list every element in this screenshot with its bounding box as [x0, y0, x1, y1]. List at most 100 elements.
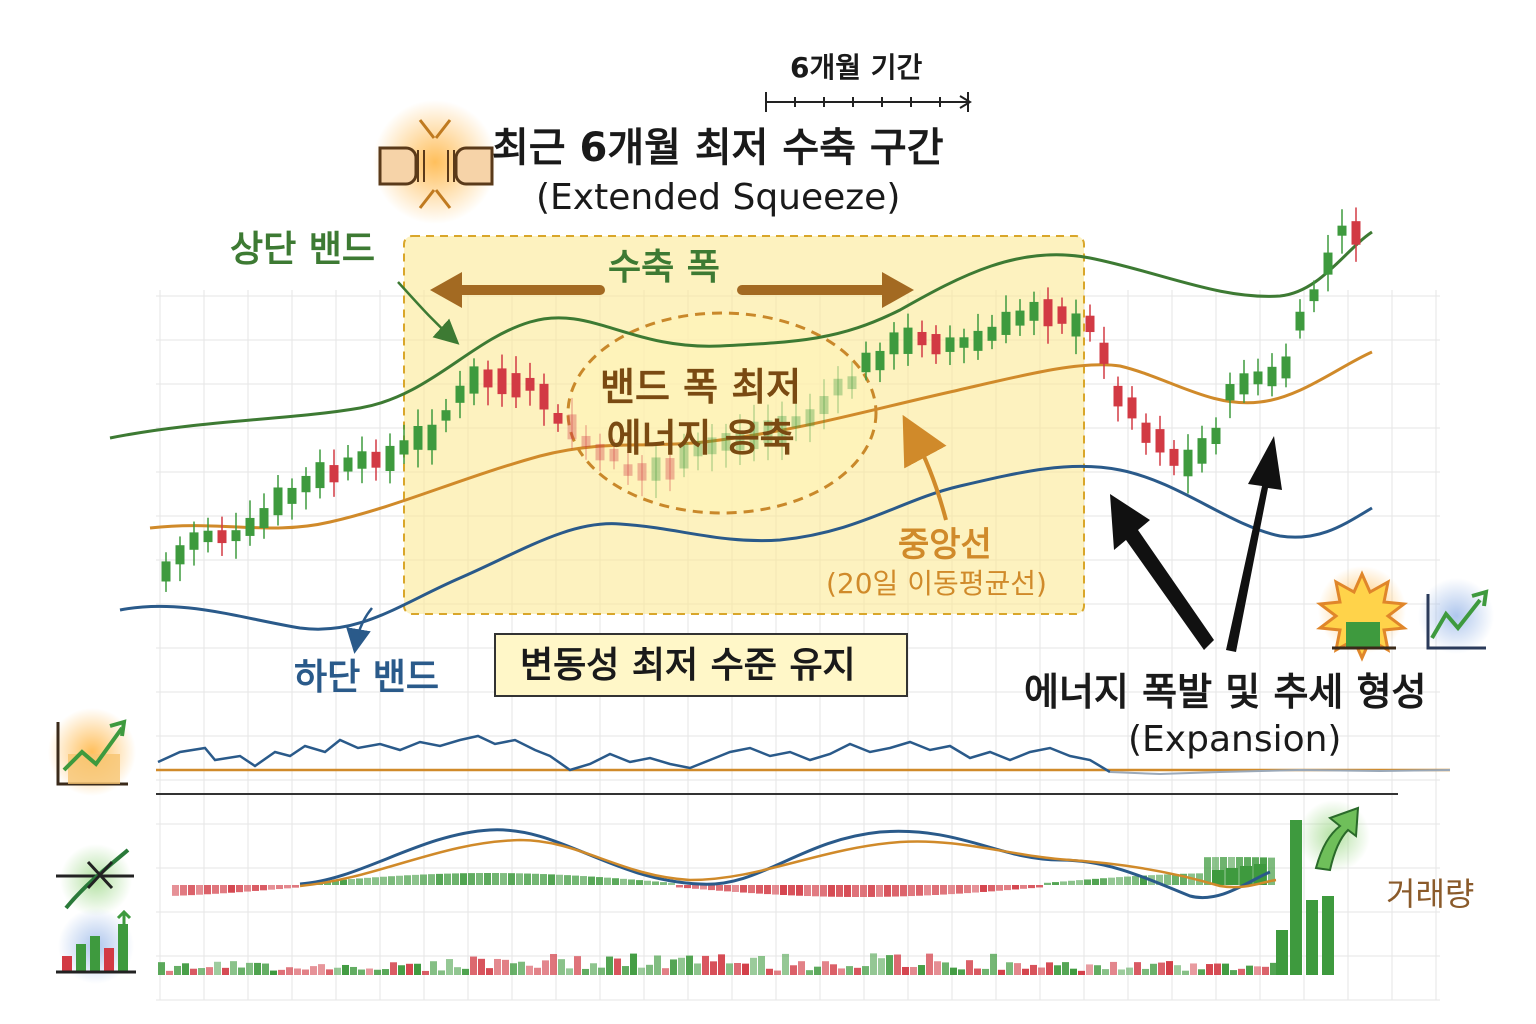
price-candles	[161, 207, 1361, 592]
volume-bar	[886, 955, 893, 975]
volume-bar	[830, 964, 837, 975]
volume-bar	[1126, 967, 1133, 975]
histogram-bar	[892, 885, 899, 897]
volume-label: 거래량	[1386, 875, 1475, 913]
candle	[161, 561, 171, 582]
histogram-bar	[748, 885, 755, 894]
histogram-bar	[580, 876, 587, 885]
candle	[217, 530, 227, 544]
volume-bar	[998, 969, 1005, 975]
volume-bar	[238, 967, 245, 975]
volume-bar	[1110, 961, 1117, 975]
histogram-bar	[436, 873, 443, 885]
histogram-bar	[452, 873, 459, 885]
histogram-bar	[764, 885, 771, 895]
volume-bar	[302, 969, 309, 975]
candle	[483, 369, 493, 388]
histogram-bar	[956, 885, 963, 894]
candle	[973, 330, 983, 351]
candle	[1183, 449, 1193, 477]
histogram-bar	[980, 885, 987, 892]
volume-bar	[622, 966, 629, 975]
histogram-bar	[172, 885, 179, 896]
histogram-bar	[1156, 874, 1163, 885]
volume-bar	[766, 968, 773, 975]
volume-bar	[478, 958, 485, 975]
energy-label-line1: 밴드 폭 최저	[600, 365, 802, 409]
volume-bar	[438, 970, 445, 975]
volume-bar	[1086, 964, 1093, 975]
volume-bar	[294, 968, 301, 975]
volume-bar	[918, 965, 925, 975]
histogram-bar	[1092, 878, 1099, 885]
lower-band-line	[119, 464, 1373, 631]
histogram-bar	[572, 875, 579, 885]
volume-bar	[166, 970, 173, 975]
volume-bar	[966, 960, 973, 975]
volatility-box	[494, 633, 908, 697]
volume-bar	[814, 966, 821, 975]
volume-bar	[574, 956, 581, 975]
histogram-bar	[1172, 874, 1179, 885]
candle	[1351, 221, 1361, 245]
volume-bar	[326, 969, 333, 975]
volume-bar	[894, 954, 901, 975]
histogram-bar	[940, 885, 947, 895]
histogram-bar	[740, 885, 747, 893]
volume-bar	[526, 965, 533, 975]
candle	[413, 425, 423, 450]
volume-bar	[518, 961, 525, 975]
volume-bar	[774, 970, 781, 975]
volume-bar	[1030, 964, 1037, 975]
volume-bar	[214, 961, 221, 975]
volume-bar	[246, 962, 253, 975]
volume-bar	[1238, 968, 1245, 975]
volume-bar	[1262, 966, 1269, 975]
histogram-bar	[916, 885, 923, 896]
volume-bar	[790, 965, 797, 975]
volume-bar	[430, 961, 437, 975]
histogram-bar	[668, 882, 675, 885]
histogram-bar	[268, 885, 275, 890]
histogram-bar	[380, 876, 387, 885]
volume-bar	[614, 958, 621, 975]
candle	[1211, 427, 1221, 445]
volume-bars	[158, 820, 1334, 975]
histogram-bar	[396, 875, 403, 885]
histogram-bar	[372, 877, 379, 885]
volume-bar	[1054, 965, 1061, 975]
volume-bar	[422, 970, 429, 975]
trend-up-icon	[1418, 578, 1494, 654]
candle	[497, 368, 507, 395]
candle	[231, 530, 241, 542]
volume-bar	[694, 963, 701, 975]
candle	[847, 376, 857, 390]
histogram-bar	[732, 885, 739, 892]
histogram-bar	[636, 880, 643, 885]
histogram-bar	[1060, 881, 1067, 885]
histogram-bar	[964, 885, 971, 894]
candle	[525, 377, 535, 391]
histogram-bar	[348, 879, 355, 885]
indicator-panel	[156, 734, 1451, 776]
candle	[203, 530, 213, 543]
histogram-bar	[596, 877, 603, 885]
candle	[637, 463, 647, 481]
histogram-bar	[508, 873, 515, 885]
histogram-bar	[1268, 857, 1275, 885]
histogram-bar	[724, 885, 731, 892]
candle	[371, 451, 381, 468]
volume-bar	[582, 968, 589, 975]
volume-bar	[1222, 963, 1229, 975]
volume-bar	[406, 963, 413, 975]
candle	[819, 396, 829, 415]
volume-bar	[174, 965, 181, 975]
histogram-bar	[820, 885, 827, 897]
middle-band-line	[149, 350, 1373, 530]
volume-bars-icon	[56, 908, 136, 984]
volume-bar	[958, 969, 965, 975]
candle	[987, 326, 997, 341]
volume-bar	[1290, 820, 1302, 975]
histogram-bar	[1012, 885, 1019, 890]
histogram-bar	[660, 882, 667, 885]
